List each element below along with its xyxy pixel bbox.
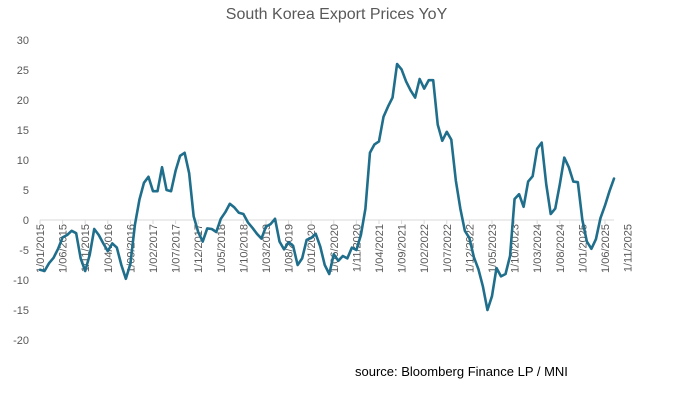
x-tick-label: 1/07/2017 xyxy=(171,224,183,273)
y-tick-label: -10 xyxy=(13,275,29,287)
x-tick-label: 1/11/2025 xyxy=(623,224,635,272)
x-tick-label: 1/06/2025 xyxy=(600,224,612,273)
x-tick-label: 1/08/2024 xyxy=(555,224,567,273)
x-tick-label: 1/05/2023 xyxy=(487,224,499,273)
x-tick-label: 1/02/2022 xyxy=(419,224,431,273)
x-tick-label: 1/05/2018 xyxy=(216,224,228,273)
y-tick-label: 20 xyxy=(17,95,29,107)
x-tick-label: 1/01/2020 xyxy=(306,224,318,273)
x-tick-label: 1/01/2015 xyxy=(35,224,47,273)
x-tick-label: 1/03/2024 xyxy=(532,224,544,273)
y-tick-label: -20 xyxy=(13,335,29,347)
series-line-export-prices-yoy xyxy=(38,62,616,312)
y-tick-label: 15 xyxy=(17,125,29,137)
x-tick-label: 1/08/2019 xyxy=(284,224,296,273)
y-tick-label: -5 xyxy=(19,245,29,257)
x-tick-label: 1/01/2025 xyxy=(577,224,589,273)
y-tick-label: 30 xyxy=(17,35,29,47)
y-tick-label: 5 xyxy=(23,185,29,197)
x-tick-label: 1/07/2022 xyxy=(442,224,454,273)
y-tick-label: -15 xyxy=(13,305,29,317)
chart-title: South Korea Export Prices YoY xyxy=(225,6,448,23)
source-note: source: Bloomberg Finance LP / MNI xyxy=(355,364,568,379)
y-tick-label: 0 xyxy=(23,215,29,227)
x-tick-label: 1/09/2021 xyxy=(397,224,409,273)
y-tick-label: 10 xyxy=(17,155,29,167)
x-tick-label: 1/03/2019 xyxy=(261,224,273,273)
y-tick-label: 25 xyxy=(17,65,29,77)
x-tick-label: 1/02/2017 xyxy=(148,224,160,273)
x-tick-label: 1/04/2021 xyxy=(374,224,386,273)
x-tick-label: 1/10/2018 xyxy=(238,224,250,273)
x-tick-label: 1/12/2017 xyxy=(193,224,205,273)
